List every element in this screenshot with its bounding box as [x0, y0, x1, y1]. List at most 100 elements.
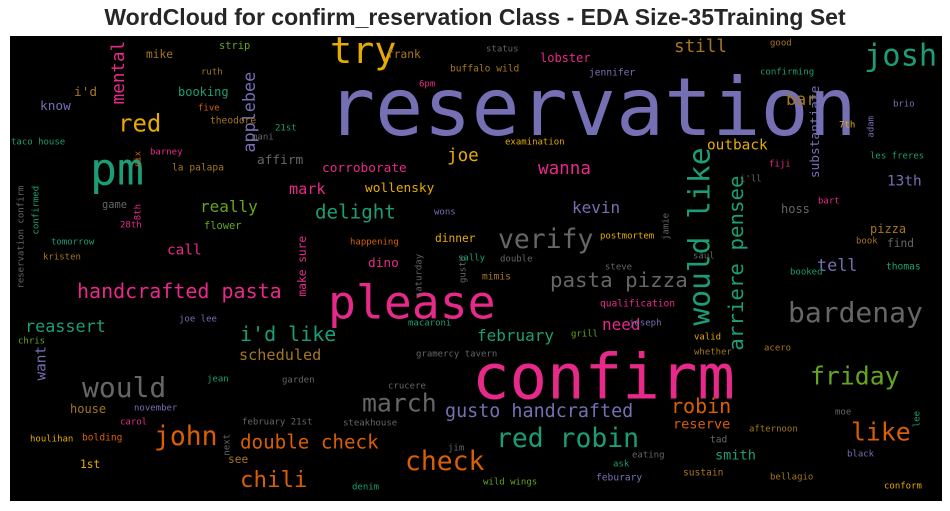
word-arriere-pensee: arriere pensee	[724, 175, 748, 350]
word-applebee: applebee	[239, 72, 259, 153]
word-like: like	[851, 417, 911, 446]
word-confirming: confirming	[760, 68, 814, 78]
word-thomas: thomas	[886, 261, 921, 272]
word-really: really	[200, 197, 258, 216]
word-need: need	[602, 315, 641, 334]
word-grill: grill	[571, 330, 598, 340]
word-wild-wings: wild wings	[483, 478, 537, 488]
word-les-freres: les freres	[870, 152, 924, 162]
word-please: please	[328, 275, 496, 329]
word-black: black	[847, 450, 875, 460]
word-i-d: i'd	[74, 85, 97, 100]
word-pizza: pizza	[870, 222, 906, 236]
word-6pm: 6pm	[419, 80, 435, 90]
chart-title: WordCloud for confirm_reservation Class …	[104, 4, 846, 30]
word-red-robin: red robin	[496, 423, 639, 454]
word-call: call	[167, 243, 202, 259]
word-whether: whether	[694, 348, 733, 358]
word-chris: chris	[18, 337, 45, 347]
word-ruth: ruth	[201, 68, 223, 78]
word-28th: 28th	[120, 221, 142, 231]
word-jamie: jamie	[662, 213, 672, 240]
word-six: six	[134, 150, 144, 167]
word-theodore: theodore	[210, 115, 256, 126]
word-booked: booked	[790, 268, 823, 278]
word-five: five	[198, 104, 220, 114]
word-outback: outback	[707, 138, 768, 154]
word-reserve: reserve	[673, 417, 730, 433]
word-kevin: kevin	[572, 198, 620, 217]
word-john: john	[154, 421, 218, 452]
word-bar: bar	[786, 89, 816, 109]
word-mike: mike	[146, 48, 173, 61]
word-happening: happening	[350, 238, 399, 248]
word-reservation-confirm: reservation confirm	[17, 186, 27, 289]
word-verify: verify	[498, 224, 593, 255]
wordcloud-canvas: reservation confirm please pm try josh would l…	[10, 36, 942, 501]
word-denim: denim	[352, 483, 379, 493]
word-confirm: confirm	[472, 340, 735, 413]
word-buffalo-wild: buffalo wild	[450, 63, 519, 74]
word-pasta-pizza: pasta pizza	[550, 268, 688, 292]
word-joseph: joseph	[629, 319, 662, 329]
word-game: game	[102, 199, 127, 211]
word-see: see	[228, 453, 248, 466]
word-valid: valid	[694, 333, 721, 343]
word-robin: robin	[671, 394, 731, 418]
word-next: next	[223, 434, 233, 456]
word-would: would	[82, 371, 166, 404]
word-mimis: mimis	[482, 271, 511, 282]
word-smith: smith	[715, 448, 756, 464]
word-scheduled: scheduled	[239, 346, 321, 364]
word-double-check: double check	[240, 430, 379, 453]
word-afternoon: afternoon	[749, 425, 798, 435]
word-try: try	[330, 36, 396, 72]
word-lobster: lobster	[540, 51, 591, 65]
word-dino: dino	[368, 256, 399, 271]
word-affirm: affirm	[257, 153, 304, 168]
word-sustain: sustain	[683, 467, 723, 478]
word-friday: friday	[810, 361, 900, 390]
word-moe: moe	[835, 408, 851, 418]
word-wons: wons	[434, 208, 456, 218]
word-know: know	[40, 99, 71, 114]
wordcloud-svg: reservation confirm please pm try josh would l…	[11, 36, 937, 493]
word-joe-lee: joe lee	[179, 315, 217, 325]
word-barney: barney	[150, 148, 183, 158]
word-taco-house: taco house	[11, 138, 65, 148]
word-13th: 13th	[887, 174, 922, 190]
word-jennifer: jennifer	[589, 67, 635, 78]
word-strip: strip	[219, 40, 250, 52]
word-status: status	[486, 45, 519, 55]
word-8th: 8th	[134, 204, 144, 220]
word-mental: mental	[109, 41, 129, 105]
word-jim: jim	[448, 444, 464, 454]
word-tell: tell	[817, 255, 857, 275]
word-check: check	[405, 446, 485, 477]
word-joe: joe	[447, 146, 479, 166]
word-red: red	[118, 110, 161, 138]
word-reservation: reservation	[327, 61, 857, 154]
word-reassert: reassert	[25, 316, 106, 336]
word-feburary: feburary	[596, 472, 642, 483]
word-flower: flower	[204, 220, 242, 232]
word-frank: frank	[387, 48, 421, 61]
word-saturday: saturday	[415, 253, 425, 297]
word-conform: conform	[884, 482, 922, 492]
word-postmortem: postmortem	[600, 232, 654, 242]
word-sally: sally	[458, 254, 486, 264]
word-i-ll: i'll	[740, 175, 762, 185]
word-garden: garden	[282, 376, 315, 386]
word-good: good	[770, 39, 792, 49]
word-mani: mani	[252, 133, 274, 143]
word-tomorrow: tomorrow	[51, 238, 95, 248]
word-brio: brio	[893, 100, 915, 110]
word-booking: booking	[178, 85, 229, 99]
word-gusto-handcrafted: gusto handcrafted	[445, 401, 633, 422]
word-i-d-like: i'd like	[240, 322, 336, 346]
word-bart: bart	[818, 197, 840, 207]
word-february-21st: february 21st	[242, 418, 312, 428]
word-examination: examination	[505, 138, 565, 148]
word-handcrafted-pasta: handcrafted pasta	[77, 279, 282, 303]
word-1st: 1st	[80, 458, 100, 471]
